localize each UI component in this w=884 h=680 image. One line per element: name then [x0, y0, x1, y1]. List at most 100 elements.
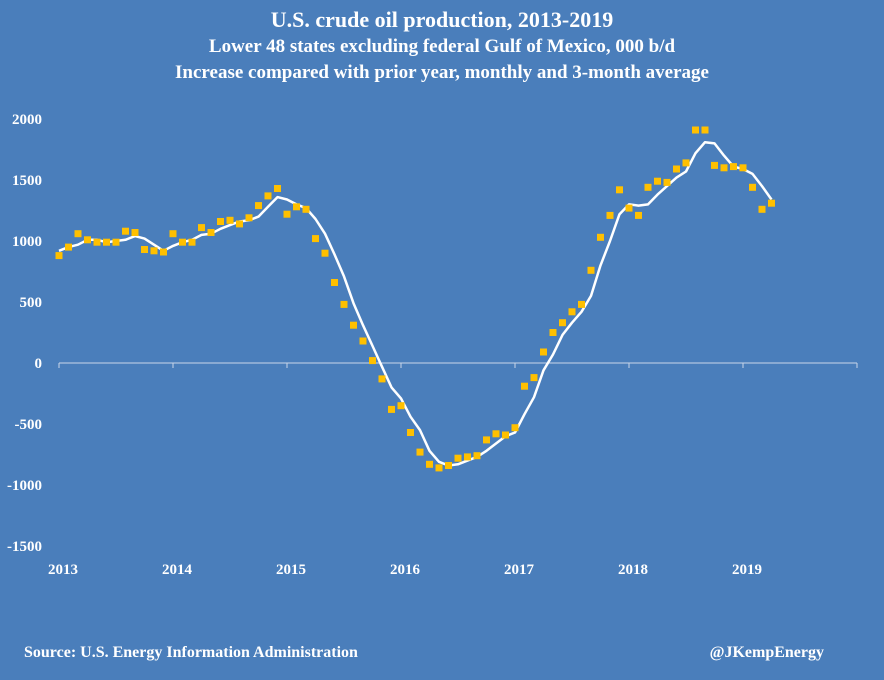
monthly-point: [122, 227, 129, 235]
monthly-point: [407, 429, 414, 436]
x-tick-label: 2016: [390, 562, 421, 578]
monthly-point: [226, 216, 234, 224]
monthly-point: [578, 300, 585, 308]
y-tick-label: 0: [35, 356, 43, 372]
monthly-point: [502, 431, 509, 439]
monthly-point: [663, 178, 671, 186]
monthly-point: [359, 337, 367, 345]
x-tick-label: 2017: [504, 562, 535, 578]
monthly-point: [483, 436, 490, 444]
monthly-point: [131, 229, 139, 236]
monthly-point: [768, 199, 775, 207]
x-tick-label: 2013: [48, 562, 78, 578]
monthly-point: [397, 402, 405, 410]
monthly-point: [749, 183, 756, 191]
monthly-point: [511, 424, 519, 432]
monthly-point: [84, 236, 91, 244]
chart-axes: 2000 1500 1000 500 0 -500 -1000 -1500 2013 2014 20…: [7, 112, 858, 578]
monthly-point: [217, 218, 224, 225]
monthly-point: [521, 382, 528, 390]
y-tick-label: 1500: [12, 173, 42, 189]
x-tick-label: 2015: [276, 562, 306, 578]
monthly-point: [464, 453, 471, 461]
monthly-point: [473, 452, 481, 460]
monthly-point: [730, 163, 737, 171]
author-handle: @JKempEnergy: [709, 644, 824, 661]
monthly-point: [426, 460, 433, 468]
monthly-point: [540, 348, 547, 356]
monthly-point: [179, 238, 186, 246]
y-tick-label: 1000: [12, 234, 42, 250]
monthly-point: [635, 211, 642, 219]
monthly-point: [93, 238, 101, 246]
monthly-point: [74, 230, 82, 238]
monthly-point: [207, 229, 215, 236]
monthly-point: [65, 243, 72, 251]
monthly-point: [331, 279, 338, 286]
monthly-point: [160, 248, 167, 256]
monthly-point: [559, 319, 566, 327]
monthly-point: [739, 164, 747, 172]
monthly-point: [198, 224, 205, 232]
average-line: [58, 140, 773, 467]
monthly-point: [255, 202, 262, 210]
monthly-point: [293, 203, 300, 211]
y-tick-label: -500: [15, 417, 43, 433]
chart-title: U.S. crude oil production, 2013-2019: [270, 7, 614, 32]
monthly-point: [321, 249, 329, 257]
y-tick-label: -1000: [7, 478, 42, 494]
monthly-point: [388, 405, 395, 413]
chart-subtitle-2: Increase compared with prior year, month…: [175, 62, 709, 83]
monthly-point: [302, 205, 310, 213]
x-tick-label: 2019: [732, 562, 762, 578]
x-tick-label: 2018: [618, 562, 648, 578]
monthly-point: [340, 300, 348, 308]
monthly-point: [587, 266, 595, 274]
monthly-point: [673, 165, 680, 173]
monthly-point: [720, 164, 728, 172]
monthly-point: [312, 235, 319, 243]
monthly-point: [597, 233, 604, 241]
monthly-point: [378, 375, 386, 383]
monthly-point: [492, 430, 500, 438]
chart-marks: [55, 126, 775, 472]
chart-titles: U.S. crude oil production, 2013-2019 Low…: [0, 6, 884, 86]
source-note: Source: U.S. Energy Information Administ…: [24, 644, 358, 661]
monthly-point: [445, 462, 452, 469]
monthly-point: [236, 220, 243, 228]
monthly-point: [654, 177, 661, 185]
y-tick-label: -1500: [7, 539, 42, 555]
monthly-point: [55, 252, 63, 260]
monthly-point: [549, 329, 557, 336]
monthly-point: [112, 238, 120, 246]
monthly-point: [369, 357, 376, 365]
monthly-point: [264, 192, 272, 200]
monthly-point: [150, 247, 158, 255]
y-tick-label: 2000: [12, 112, 42, 128]
monthly-point: [141, 246, 148, 253]
y-tick-label: 500: [20, 295, 43, 311]
monthly-point: [711, 161, 718, 169]
monthly-point: [103, 238, 110, 246]
monthly-point: [274, 185, 281, 192]
x-tick-label: 2014: [162, 562, 193, 578]
monthly-point: [188, 238, 196, 246]
monthly-point: [568, 308, 576, 316]
monthly-point: [416, 448, 424, 456]
monthly-point: [169, 230, 177, 238]
monthly-point: [454, 454, 462, 462]
monthly-point: [283, 210, 291, 218]
monthly-point: [758, 205, 766, 213]
monthly-point: [530, 374, 538, 382]
monthly-point: [701, 126, 709, 134]
monthly-point: [245, 214, 253, 222]
monthly-point: [606, 211, 614, 219]
monthly-point: [644, 183, 652, 191]
monthly-point: [350, 321, 357, 329]
monthly-point: [435, 464, 443, 472]
monthly-point: [616, 186, 623, 194]
chart-subtitle: Lower 48 states excluding federal Gulf o…: [208, 36, 676, 57]
monthly-point: [692, 126, 699, 134]
monthly-point: [682, 159, 690, 167]
